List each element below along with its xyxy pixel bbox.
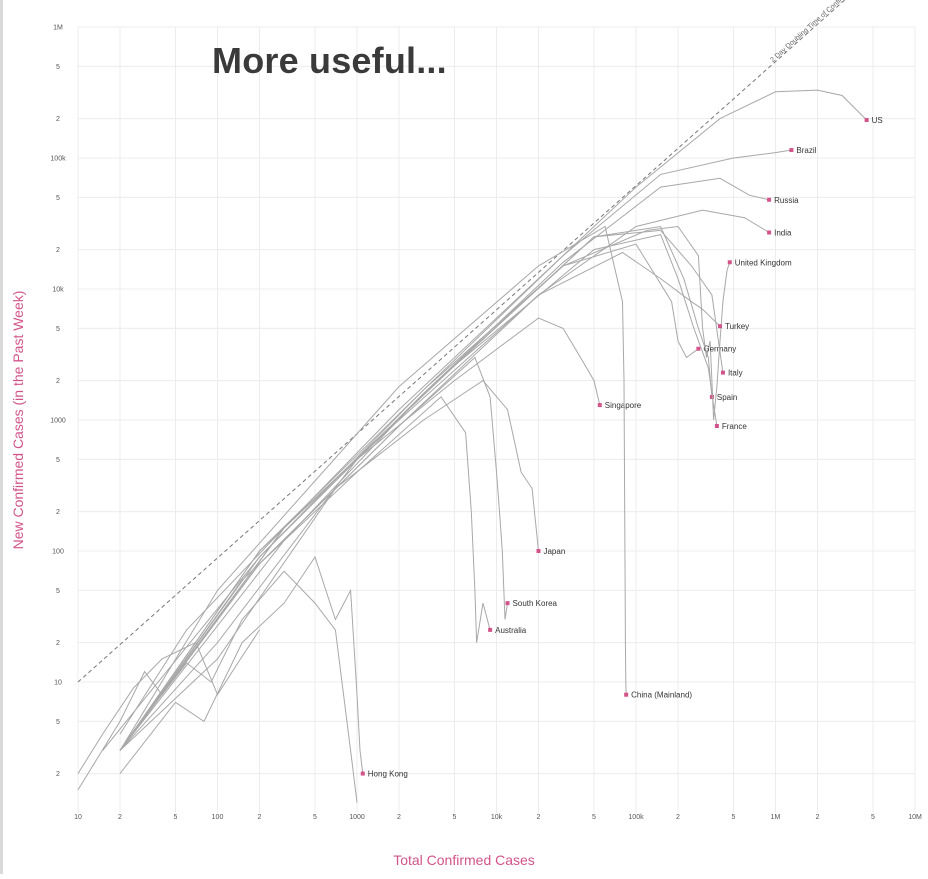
series-line-russia (102, 177, 770, 751)
y-tick-label: 5 (56, 64, 60, 71)
series-label: Spain (717, 393, 737, 402)
y-tick-label: 5 (56, 326, 60, 333)
series-marker (536, 549, 541, 553)
series-line-italy (119, 229, 724, 751)
series-line-germany (119, 243, 699, 751)
y-tick-label: 100k (50, 156, 66, 163)
series-line-france (119, 234, 718, 751)
series-line-singapore (119, 317, 601, 751)
series-marker (488, 627, 493, 632)
y-tick-label: 2 (56, 771, 60, 778)
x-tick-label: 10 (74, 814, 82, 821)
x-tick-label: 2 (816, 814, 820, 821)
series-marker (709, 394, 714, 399)
reference-line (77, 0, 846, 683)
series-line-united-kingdom (119, 225, 731, 751)
x-tick-label: 10M (908, 814, 922, 821)
series-label: India (774, 228, 792, 237)
series-line-south-korea (119, 356, 508, 751)
series-label: South Korea (513, 599, 558, 608)
series-line-hong-kong (119, 555, 364, 774)
x-tick-label: 2 (118, 814, 122, 821)
series-marker (597, 403, 602, 408)
reference-line-label: 2 Day Doubling Time of Confirmed Cases (769, 0, 870, 64)
series-marker (767, 230, 772, 235)
series-line-australia (119, 396, 491, 751)
x-axis-label: Total Confirmed Cases (393, 852, 535, 868)
series-line-brazil (119, 149, 792, 751)
left-border (0, 0, 3, 874)
x-tick-label: 5 (453, 814, 457, 821)
page-headline: More useful... (212, 40, 447, 81)
series-marker (864, 118, 869, 123)
series-line (77, 629, 260, 774)
series-marker (696, 346, 701, 351)
series-marker (720, 370, 725, 375)
series-label: Russia (774, 196, 799, 205)
x-tick-label: 5 (174, 814, 178, 821)
series-line (77, 570, 358, 803)
series-label: United Kingdom (735, 258, 792, 267)
x-tick-label: 2 (258, 814, 262, 821)
x-tick-label: 2 (537, 814, 541, 821)
series-marker (714, 423, 719, 428)
series-marker (767, 197, 772, 202)
series-marker (789, 148, 794, 153)
y-tick-label: 5 (56, 719, 60, 726)
series-marker (360, 771, 365, 776)
x-tick-label: 2 (676, 814, 680, 821)
y-tick-label: 5 (56, 588, 60, 595)
series-label: US (872, 116, 883, 125)
y-tick-label: 1000 (50, 418, 66, 425)
y-tick-label: 100 (52, 549, 64, 556)
series-label: Brazil (796, 146, 816, 155)
series-marker (624, 692, 629, 697)
y-tick-label: 5 (56, 195, 60, 202)
y-tick-label: 1M (53, 25, 63, 32)
x-tick-label: 1M (771, 814, 781, 821)
y-tick-label: 2 (56, 378, 60, 385)
y-axis-label: New Confirmed Cases (in the Past Week) (10, 290, 26, 550)
y-tick-label: 2 (56, 247, 60, 254)
y-tick-label: 2 (56, 116, 60, 123)
x-tick-label: 5 (732, 814, 736, 821)
series-label: France (722, 422, 747, 431)
x-tick-label: 10k (491, 814, 503, 821)
series-marker (505, 601, 510, 606)
y-tick-label: 2 (56, 640, 60, 647)
series-label: Australia (495, 626, 527, 635)
series-label: Japan (543, 547, 565, 556)
y-tick-label: 2 (56, 509, 60, 516)
x-tick-label: 5 (592, 814, 596, 821)
y-tick-label: 5 (56, 457, 60, 464)
y-tick-label: 10k (52, 287, 64, 294)
series-marker (717, 324, 722, 329)
x-tick-label: 5 (313, 814, 317, 821)
x-tick-label: 1000 (349, 814, 365, 821)
x-tick-label: 5 (871, 814, 875, 821)
x-tick-label: 100k (628, 814, 644, 821)
series-label: Turkey (725, 322, 749, 331)
series-label: Italy (728, 369, 743, 378)
series-line-spain (119, 225, 713, 751)
series-label: Hong Kong (368, 770, 408, 779)
y-tick-label: 10 (54, 680, 62, 687)
series-line-china-mainland- (119, 225, 627, 751)
x-tick-label: 2 (397, 814, 401, 821)
series-marker (727, 260, 732, 265)
series-line-japan (119, 379, 539, 751)
x-tick-label: 100 (212, 814, 224, 821)
series-label: Singapore (605, 401, 642, 410)
series-label: China (Mainland) (631, 691, 692, 700)
